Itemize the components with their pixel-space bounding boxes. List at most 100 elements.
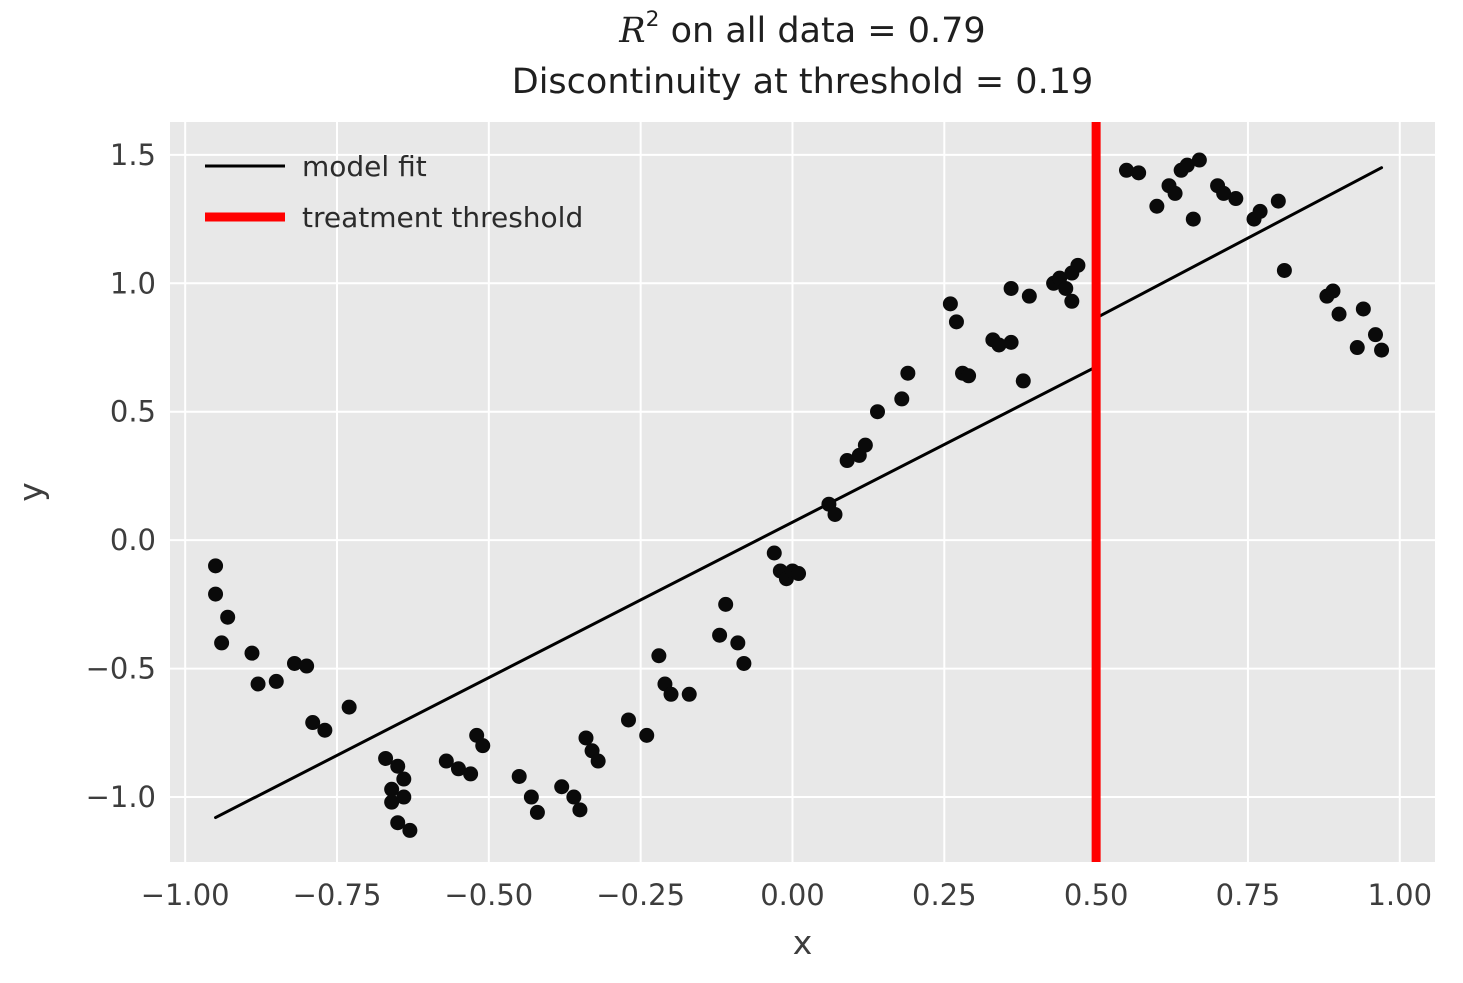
- scatter-point: [948, 314, 964, 330]
- scatter-point: [736, 655, 752, 671]
- scatter-point: [378, 750, 394, 766]
- scatter-point: [268, 673, 284, 689]
- model-fit-line: [1094, 166, 1384, 320]
- scatter-point: [870, 404, 886, 420]
- legend-label: model fit: [302, 150, 427, 183]
- scatter-point: [1349, 340, 1365, 356]
- scatter-point: [1131, 165, 1147, 181]
- scatter-point: [900, 365, 916, 381]
- scatter-point: [1355, 301, 1371, 317]
- scatter-point: [1374, 342, 1390, 358]
- scatter-point: [590, 753, 606, 769]
- scatter-point: [1216, 185, 1232, 201]
- scatter-point: [450, 761, 466, 777]
- scatter-point: [1003, 280, 1019, 296]
- r-squared-symbol: R2: [619, 7, 660, 51]
- scatter-point: [511, 768, 527, 784]
- scatter-point: [554, 779, 570, 795]
- scatter-point: [1228, 191, 1244, 207]
- scatter-point: [991, 337, 1007, 353]
- scatter-point: [299, 658, 315, 674]
- scatter-point: [208, 558, 224, 574]
- scatter-point: [438, 753, 454, 769]
- scatter-point: [286, 655, 302, 671]
- scatter-point: [827, 506, 843, 522]
- scatter-point: [475, 738, 491, 754]
- y-tick-label: 0.5: [110, 395, 156, 429]
- chart-title: R2 on all data = 0.79 Discontinuity at t…: [170, 6, 1435, 108]
- x-tick-label: 0.75: [1216, 878, 1281, 912]
- scatter-point: [857, 437, 873, 453]
- scatter-point: [1149, 198, 1165, 214]
- scatter-point: [894, 391, 910, 407]
- scatter-point: [214, 635, 230, 651]
- scatter-point: [942, 296, 958, 312]
- model-fit-line: [214, 365, 1098, 820]
- scatter-point: [390, 758, 406, 774]
- scatter-point: [384, 794, 400, 810]
- scatter-point: [1185, 211, 1201, 227]
- x-tick-label: 0.00: [760, 878, 825, 912]
- scatter-point: [1331, 306, 1347, 322]
- scatter-point: [1015, 373, 1031, 389]
- scatter-point: [621, 712, 637, 728]
- scatter-point: [839, 453, 855, 469]
- scatter-point: [1167, 185, 1183, 201]
- scatter-point: [1191, 152, 1207, 168]
- scatter-point: [1276, 262, 1292, 278]
- scatter-point: [1003, 334, 1019, 350]
- scatter-point: [402, 822, 418, 838]
- scatter-point: [1179, 157, 1195, 173]
- x-tick-label: −0.75: [293, 878, 382, 912]
- scatter-point: [463, 766, 479, 782]
- y-tick-label: −1.0: [86, 780, 156, 814]
- chart-title-line1-text: on all data = 0.79: [659, 11, 986, 51]
- scatter-point: [208, 586, 224, 602]
- scatter-point: [1064, 293, 1080, 309]
- x-tick-label: 1.00: [1367, 878, 1432, 912]
- x-axis-label: x: [793, 923, 813, 962]
- scatter-point: [663, 686, 679, 702]
- plot-background: [170, 122, 1435, 862]
- scatter-point: [1270, 193, 1286, 209]
- x-tick-label: −0.25: [596, 878, 685, 912]
- scatter-point: [766, 545, 782, 561]
- scatter-point: [384, 781, 400, 797]
- legend: model fit treatment threshold: [205, 150, 583, 234]
- scatter-point: [1118, 162, 1134, 178]
- x-tick-label: −0.50: [444, 878, 533, 912]
- scatter-point: [681, 686, 697, 702]
- scatter-point: [250, 676, 266, 692]
- scatter-point: [317, 722, 333, 738]
- y-tick-label: 1.5: [110, 138, 156, 172]
- scatter-point: [639, 727, 655, 743]
- scatter-point: [712, 627, 728, 643]
- scatter-point: [390, 815, 406, 831]
- scatter-point: [1252, 203, 1268, 219]
- chart-title-line1: R2 on all data = 0.79: [170, 6, 1435, 57]
- scatter-point: [572, 802, 588, 818]
- scatter-point: [651, 648, 667, 664]
- y-tick-label: 1.0: [110, 266, 156, 300]
- x-tick-label: 0.50: [1064, 878, 1129, 912]
- scatter-point: [244, 645, 260, 661]
- scatter-point: [566, 789, 582, 805]
- scatter-point: [305, 715, 321, 731]
- scatter-point: [1070, 257, 1086, 273]
- y-tick-label: 0.0: [110, 523, 156, 557]
- scatter-point: [1021, 288, 1037, 304]
- scatter-point: [1367, 327, 1383, 343]
- x-tick-label: −1.00: [141, 878, 230, 912]
- y-tick-label: −0.5: [86, 652, 156, 686]
- scatter-point: [578, 730, 594, 746]
- y-axis-label: y: [11, 482, 50, 502]
- scatter-point: [220, 609, 236, 625]
- scatter-point: [396, 771, 412, 787]
- scatter-point: [718, 596, 734, 612]
- scatter-point: [961, 368, 977, 384]
- chart-title-line2: Discontinuity at threshold = 0.19: [511, 61, 1094, 102]
- scatter-point: [529, 804, 545, 820]
- scatter-point: [791, 566, 807, 582]
